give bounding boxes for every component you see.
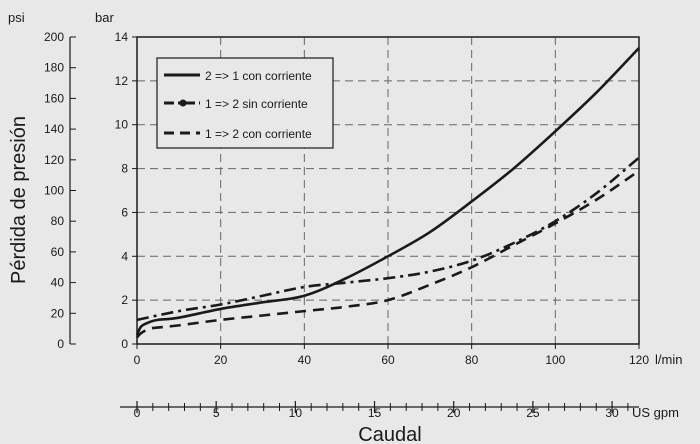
bar-tick-label: 12 (115, 74, 129, 88)
x-axis-title: Caudal (358, 424, 421, 444)
series-lines (135, 47, 640, 339)
legend-label-1: 2 => 1 con corriente (205, 69, 312, 83)
psi-tick-label: 180 (44, 61, 64, 75)
bar-tick-label: 10 (115, 118, 129, 132)
axes (69, 36, 640, 413)
gpm-tick-label: 20 (447, 406, 461, 420)
bar-tick-label: 0 (121, 337, 128, 351)
x-tick-label: 80 (465, 353, 479, 367)
bar-tick-label: 6 (121, 205, 128, 219)
psi-tick-label: 40 (51, 276, 65, 290)
legend-swatch-dot (179, 99, 187, 107)
unit-gpm: US gpm (632, 405, 679, 420)
y-axis-title: Pérdida de presión (8, 116, 30, 284)
gpm-tick-label: 5 (213, 406, 220, 420)
psi-tick-label: 120 (44, 153, 64, 167)
psi-tick-label: 20 (51, 306, 65, 320)
psi-tick-label: 80 (51, 214, 65, 228)
gpm-tick-label: 0 (134, 406, 141, 420)
x-tick-label: 120 (629, 353, 649, 367)
unit-psi: psi (8, 10, 25, 25)
unit-bar: bar (95, 10, 114, 25)
x-tick-label: 0 (134, 353, 141, 367)
x-tick-label: 100 (545, 353, 565, 367)
bar-tick-label: 2 (121, 293, 128, 307)
series-line-3 (136, 169, 640, 339)
x-tick-label: 60 (381, 353, 395, 367)
psi-tick-label: 200 (44, 30, 64, 44)
psi-tick-label: 100 (44, 184, 64, 198)
gpm-tick-label: 30 (605, 406, 619, 420)
series-line-1 (135, 47, 640, 336)
psi-tick-label: 60 (51, 245, 65, 259)
psi-tick-label: 160 (44, 91, 64, 105)
gpm-tick-label: 25 (526, 406, 540, 420)
legend: 2 => 1 con corriente 1 => 2 sin corrient… (156, 57, 334, 149)
bar-tick-label: 14 (115, 30, 129, 44)
gpm-tick-label: 10 (289, 406, 303, 420)
bar-tick-label: 4 (121, 249, 128, 263)
psi-tick-label: 0 (57, 337, 64, 351)
unit-lmin: l/min (655, 352, 682, 367)
gpm-tick-label: 15 (368, 406, 382, 420)
legend-label-3: 1 => 2 con corriente (205, 127, 312, 141)
x-tick-label: 20 (214, 353, 228, 367)
bar-tick-label: 8 (121, 162, 128, 176)
legend-label-2: 1 => 2 sin corriente (205, 97, 308, 111)
psi-tick-label: 140 (44, 122, 64, 136)
series-line-2 (136, 156, 640, 322)
x-tick-label: 40 (298, 353, 312, 367)
